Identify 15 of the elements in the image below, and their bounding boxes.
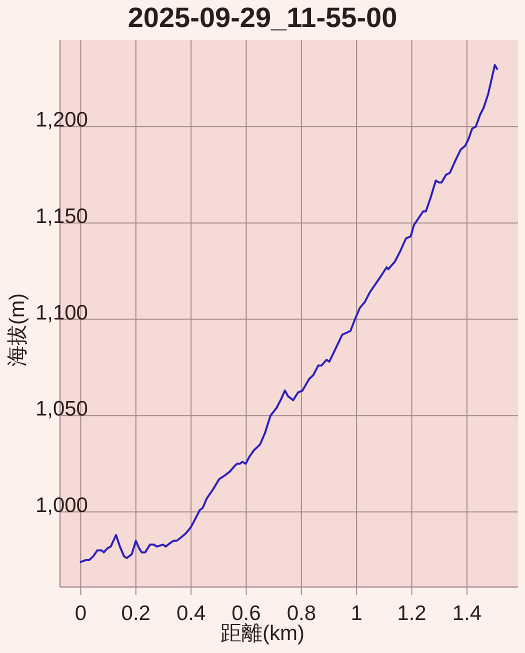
chart-title: 2025-09-29_11-55-00 — [128, 2, 398, 33]
y-tick-label: 1,000 — [35, 494, 88, 517]
y-tick-label: 1,050 — [35, 398, 88, 421]
y-tick-label: 1,200 — [35, 108, 88, 132]
x-tick-label: 0.2 — [121, 602, 150, 625]
x-tick-label: 0.8 — [286, 602, 316, 625]
x-axis-title: 距離(km) — [220, 622, 304, 645]
x-tick-label: 0.4 — [176, 602, 206, 625]
x-tick-label: 1.2 — [397, 602, 426, 625]
x-tick-label: 1.4 — [452, 602, 482, 625]
y-axis-title: 海拔(m) — [6, 293, 29, 367]
y-tick-label: 1,150 — [35, 204, 88, 228]
x-tick-label: 1 — [350, 602, 362, 625]
x-tick-label: 0 — [74, 602, 87, 625]
y-tick-label: 1,100 — [35, 301, 88, 324]
